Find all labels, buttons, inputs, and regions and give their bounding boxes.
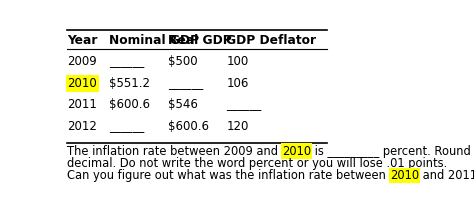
Text: $500: $500: [168, 55, 197, 68]
Text: is _________ percent. Round to the nearest: is _________ percent. Round to the neare…: [311, 145, 474, 158]
Text: $600.6: $600.6: [168, 120, 209, 133]
Text: Nominal GDP: Nominal GDP: [109, 34, 199, 47]
Text: 106: 106: [227, 77, 249, 90]
Text: and 2011?: and 2011?: [419, 169, 474, 182]
Text: Year: Year: [67, 34, 98, 47]
Text: $600.6: $600.6: [109, 98, 150, 111]
Text: 2010: 2010: [282, 145, 311, 158]
Text: 2011: 2011: [67, 98, 97, 111]
Text: 120: 120: [227, 120, 249, 133]
Text: 100: 100: [227, 55, 249, 68]
Text: 2010: 2010: [390, 169, 419, 182]
Text: ______: ______: [227, 98, 262, 111]
Text: ______: ______: [109, 55, 144, 68]
Text: ______: ______: [109, 120, 144, 133]
Text: decimal. Do not write the word percent or you will lose .01 points.: decimal. Do not write the word percent o…: [67, 157, 447, 170]
Text: ______: ______: [168, 77, 203, 90]
Text: $546: $546: [168, 98, 198, 111]
Text: 2010: 2010: [67, 77, 97, 90]
Text: 2012: 2012: [67, 120, 97, 133]
Text: Can you figure out what was the inflation rate between: Can you figure out what was the inflatio…: [67, 169, 390, 182]
Text: Real GDP: Real GDP: [168, 34, 231, 47]
Text: The inflation rate between 2009 and: The inflation rate between 2009 and: [67, 145, 282, 158]
Text: 2009: 2009: [67, 55, 97, 68]
Text: GDP Deflator: GDP Deflator: [227, 34, 317, 47]
Text: $551.2: $551.2: [109, 77, 150, 90]
